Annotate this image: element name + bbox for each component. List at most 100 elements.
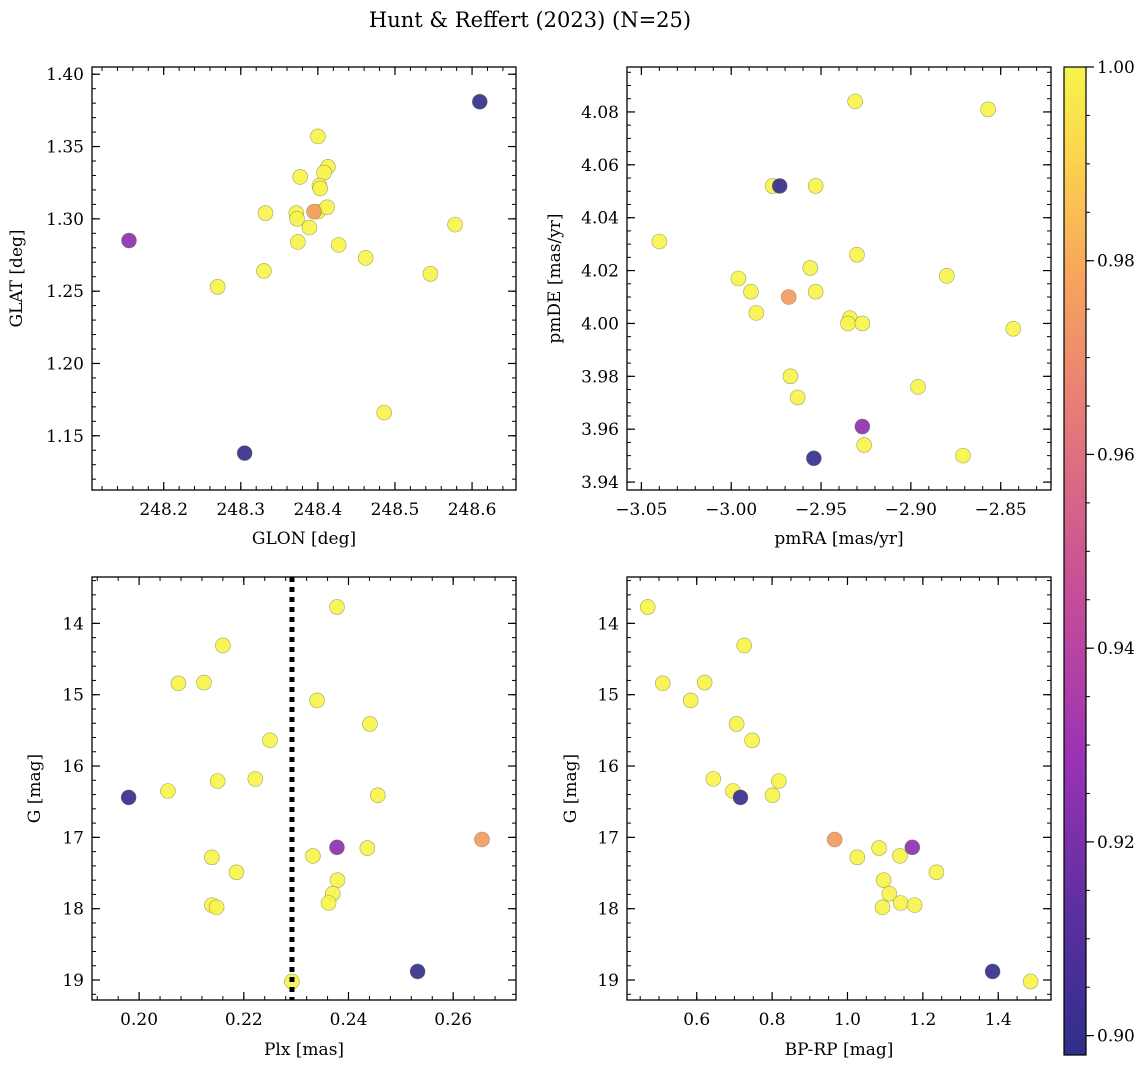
- plot-frame: [626, 66, 1052, 491]
- scatter-point: [370, 787, 386, 804]
- y-axis-label: G [mag]: [25, 754, 45, 823]
- x-axis-label: Plx [mas]: [264, 1040, 344, 1060]
- scatter-point: [215, 637, 231, 654]
- scatter-point: [1022, 973, 1039, 990]
- y-tick-label: 14: [597, 614, 619, 634]
- plot-glon-glat: 248.2 248.3 248.4 248.5 248.6 1.15 1.20 1.25 1.3…: [7, 65, 517, 549]
- scatter-point: [743, 283, 759, 300]
- scatter-point: [209, 773, 226, 789]
- y-tick-label: 1.15: [46, 427, 84, 447]
- minor-ticks: [627, 577, 1051, 1000]
- scatter-point: [329, 599, 345, 615]
- y-axis-label: pmDE [mas/yr]: [545, 213, 565, 343]
- colorbar-tick-label: 0.92: [1097, 833, 1135, 853]
- scatter-point: [871, 840, 887, 856]
- x-tick-label: −2.85: [975, 500, 1027, 520]
- y-tick-label: 15: [597, 686, 619, 706]
- scatter-point: [208, 899, 225, 916]
- scatter-point: [854, 315, 871, 332]
- scatter-point: [301, 219, 318, 236]
- scatter-point: [256, 263, 272, 279]
- x-tick-label: 248.6: [448, 500, 497, 520]
- x-tick-label: −2.95: [795, 500, 847, 520]
- y-tick-label: 4.08: [581, 103, 619, 123]
- scatter-point: [782, 368, 799, 385]
- scatter-point: [329, 839, 345, 856]
- plot-frame: [91, 66, 517, 491]
- colorbar-tick-label: 1.00: [1097, 58, 1135, 78]
- scatter-point: [160, 783, 176, 799]
- scatter-point: [204, 849, 220, 866]
- scatter-point: [309, 692, 325, 709]
- x-axis-label: pmRA [mas/yr]: [774, 529, 903, 549]
- scatter-point: [209, 279, 226, 295]
- scatter-point: [262, 732, 278, 749]
- scatter-point: [320, 895, 337, 911]
- scatter-point: [938, 268, 955, 284]
- scatter-point: [806, 450, 822, 467]
- scatter-point: [826, 831, 843, 848]
- scatter-point: [780, 289, 797, 305]
- scatter-point: [705, 771, 722, 787]
- scatter-points: [121, 93, 488, 461]
- y-tick-label: 18: [597, 900, 619, 920]
- plot-plx-g: 0.20 0.22 0.24 0.26 14 15 16 17 18 19 Plx [mas] G […: [25, 576, 517, 1060]
- y-tick-label: 19: [597, 971, 619, 991]
- scatter-point: [651, 233, 668, 250]
- scatter-points: [639, 599, 1039, 990]
- scatter-point: [736, 637, 753, 654]
- scatter-point: [874, 899, 891, 916]
- scatter-point: [807, 283, 824, 300]
- scatter-point: [236, 445, 253, 461]
- x-tick-label: 0.6: [683, 1010, 710, 1030]
- y-tick-label: 17: [597, 828, 619, 848]
- scatter-point: [730, 270, 747, 287]
- minor-ticks: [92, 577, 517, 1000]
- scatter-point: [928, 864, 945, 881]
- scatter-point: [362, 716, 378, 732]
- scatter-point: [881, 885, 898, 902]
- x-tick-label: 1.0: [834, 1010, 861, 1030]
- scatter-point: [892, 848, 908, 864]
- scatter-point: [292, 169, 308, 185]
- scatter-point: [376, 404, 392, 421]
- scatter-point: [447, 216, 463, 233]
- scatter-point: [289, 211, 305, 227]
- y-tick-label: 16: [597, 757, 619, 777]
- scatter-point: [247, 771, 264, 787]
- y-tick-label: 4.04: [581, 209, 619, 229]
- scatter-point: [764, 787, 781, 804]
- y-tick-label: 16: [62, 757, 84, 777]
- colorbar-gradient: [1063, 66, 1087, 1056]
- y-tick-label: 19: [62, 971, 84, 991]
- scatter-point: [856, 437, 872, 453]
- scatter-point: [409, 963, 426, 980]
- scatter-point: [170, 675, 187, 692]
- scatter-point: [290, 234, 306, 250]
- colorbar-ticks: 0.90 0.92 0.94 0.96 0.98 1.00: [1086, 58, 1135, 1047]
- scatter-point: [696, 674, 713, 691]
- y-tick-label: 1.35: [46, 138, 84, 158]
- plot-frame: [91, 576, 517, 1001]
- scatter-point: [955, 447, 971, 464]
- scatter-point: [732, 789, 749, 806]
- y-tick-label: 1.40: [46, 65, 84, 85]
- y-tick-label: 1.20: [46, 354, 84, 374]
- x-tick-label: 0.24: [330, 1010, 368, 1030]
- scatter-point: [904, 839, 921, 856]
- scatter-point: [329, 872, 346, 888]
- y-tick-label: 3.98: [581, 367, 619, 387]
- y-axis-label: GLAT [deg]: [7, 229, 27, 327]
- colorbar: 0.90 0.92 0.94 0.96 0.98 1.00: [1063, 58, 1135, 1056]
- x-tick-label: −3.00: [705, 500, 757, 520]
- y-tick-label: 4.06: [581, 156, 619, 176]
- y-tick-label: 18: [62, 900, 84, 920]
- scatter-point: [471, 93, 488, 110]
- scatter-point: [319, 199, 335, 216]
- scatter-point: [121, 232, 137, 249]
- scatter-point: [639, 599, 656, 615]
- scatter-point: [854, 418, 871, 435]
- y-tick-label: 4.02: [581, 262, 619, 282]
- y-tick-label: 1.25: [46, 282, 84, 302]
